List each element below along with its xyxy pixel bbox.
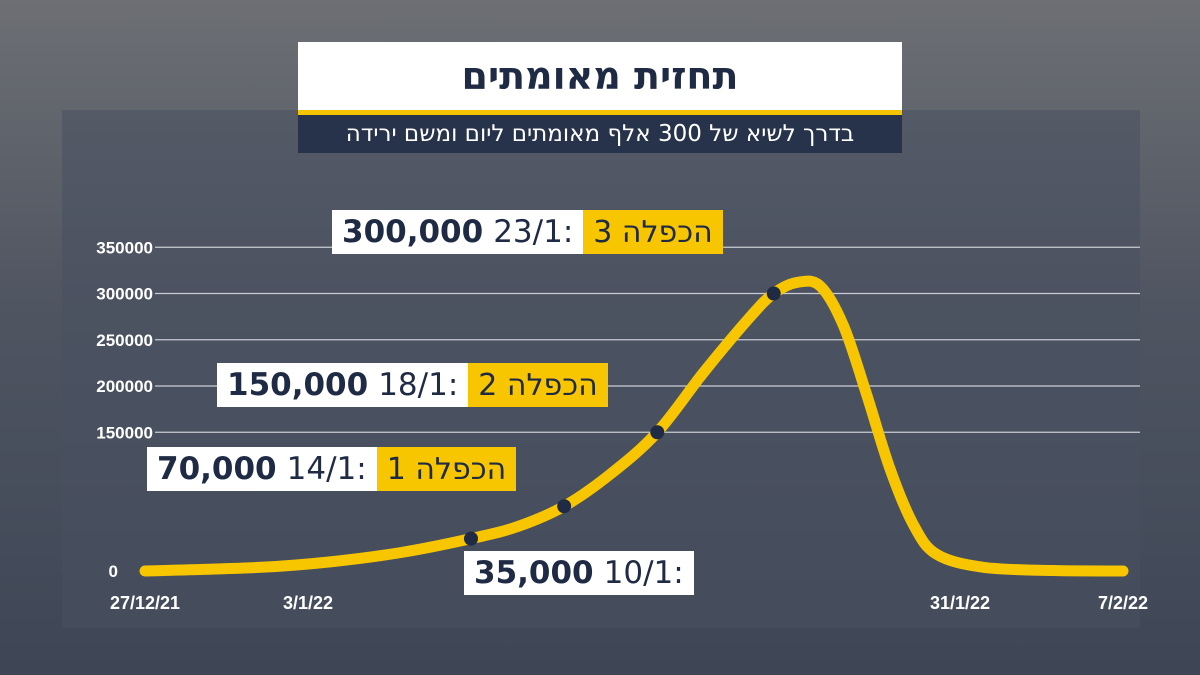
annotation-callout: 300,000 23/1: הכפלה 3 (332, 210, 723, 254)
callout-date: 23/1: (493, 214, 574, 250)
callout-value-box: 70,000 14/1: (147, 447, 377, 491)
data-markers (464, 286, 781, 546)
y-tick-label: 150000 (96, 423, 153, 442)
x-tick-label: 3/1/22 (283, 593, 333, 613)
data-point-marker (766, 286, 781, 301)
x-tick-label: 31/1/22 (930, 593, 990, 613)
callout-doubling-tag: הכפלה 1 (376, 447, 517, 491)
annotation-callout: 150,000 18/1: הכפלה 2 (217, 363, 608, 407)
y-axis-ticks: 350000 300000 250000 200000 150000 0 (96, 238, 153, 581)
callout-value: 35,000 (474, 555, 594, 591)
subtitle-box: בדרך לשיא של 300 אלף מאומתים ליום ומשם י… (298, 115, 902, 153)
callout-value-box: 35,000 10/1: (464, 551, 694, 595)
callout-value: 150,000 (227, 367, 369, 403)
y-tick-label: 350000 (96, 238, 153, 257)
chart-title: תחזית מאומתים (461, 54, 739, 98)
y-tick-label: 250000 (96, 331, 153, 350)
chart-subtitle: בדרך לשיא של 300 אלף מאומתים ליום ומשם י… (345, 121, 855, 147)
callout-date: 14/1: (286, 451, 367, 487)
data-point-marker (464, 531, 478, 546)
annotation-callout: 70,000 14/1: הכפלה 1 (147, 447, 517, 491)
callout-date: 10/1: (603, 555, 684, 591)
callout-doubling-tag: הכפלה 2 (468, 363, 608, 407)
callout-date: 18/1: (378, 367, 459, 403)
y-tick-label: 300000 (96, 285, 153, 304)
x-tick-label: 27/12/21 (110, 593, 180, 613)
callout-value-box: 300,000 23/1: (332, 210, 584, 254)
data-point-marker (650, 425, 665, 440)
callout-value-box: 150,000 18/1: (217, 363, 469, 407)
y-tick-label: 0 (109, 562, 118, 581)
x-tick-label: 7/2/22 (1098, 593, 1148, 613)
data-point-marker (557, 499, 572, 514)
annotation-callout: 35,000 10/1: (464, 551, 694, 595)
series-line (139, 275, 1129, 577)
callout-doubling-tag: הכפלה 3 (583, 210, 723, 254)
y-tick-label: 200000 (96, 377, 153, 396)
title-box: תחזית מאומתים (298, 42, 902, 115)
x-axis-ticks: 27/12/21 3/1/22 31/1/22 7/2/22 (110, 593, 1148, 613)
callout-value: 70,000 (157, 451, 277, 487)
callout-value: 300,000 (342, 214, 484, 250)
